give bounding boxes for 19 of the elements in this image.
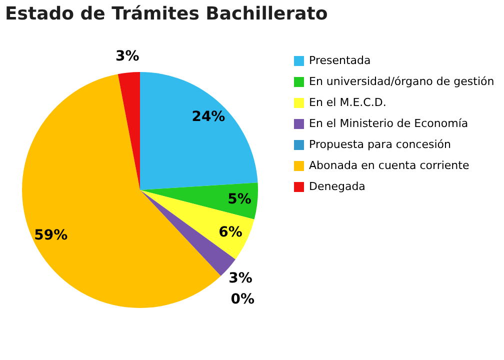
pie-slice [140, 182, 258, 220]
legend-label: Abonada en cuenta corriente [309, 159, 470, 172]
text: 0% [230, 291, 255, 308]
pie-slice [140, 190, 254, 260]
data-label: 24% [192, 109, 226, 126]
legend-label: Denegada [309, 180, 366, 193]
data-label: 3% [228, 270, 252, 287]
chart-title: Estado de Trámites Bachillerato [5, 4, 328, 25]
data-label: 59% [34, 227, 68, 244]
legend-label: En universidad/órgano de gestión [309, 75, 494, 88]
data-label: 5% [228, 191, 252, 208]
pie-slice [118, 72, 140, 190]
legend-label: En el Ministerio de Economía [309, 117, 468, 130]
legend-label: Presentada [309, 54, 371, 67]
legend-label: Propuesta para concesión [309, 138, 452, 151]
pie-slice [140, 72, 258, 190]
data-label: 3% [116, 48, 140, 65]
data-label: 6% [218, 224, 242, 241]
legend-label: En el M.E.C.D. [309, 96, 386, 109]
